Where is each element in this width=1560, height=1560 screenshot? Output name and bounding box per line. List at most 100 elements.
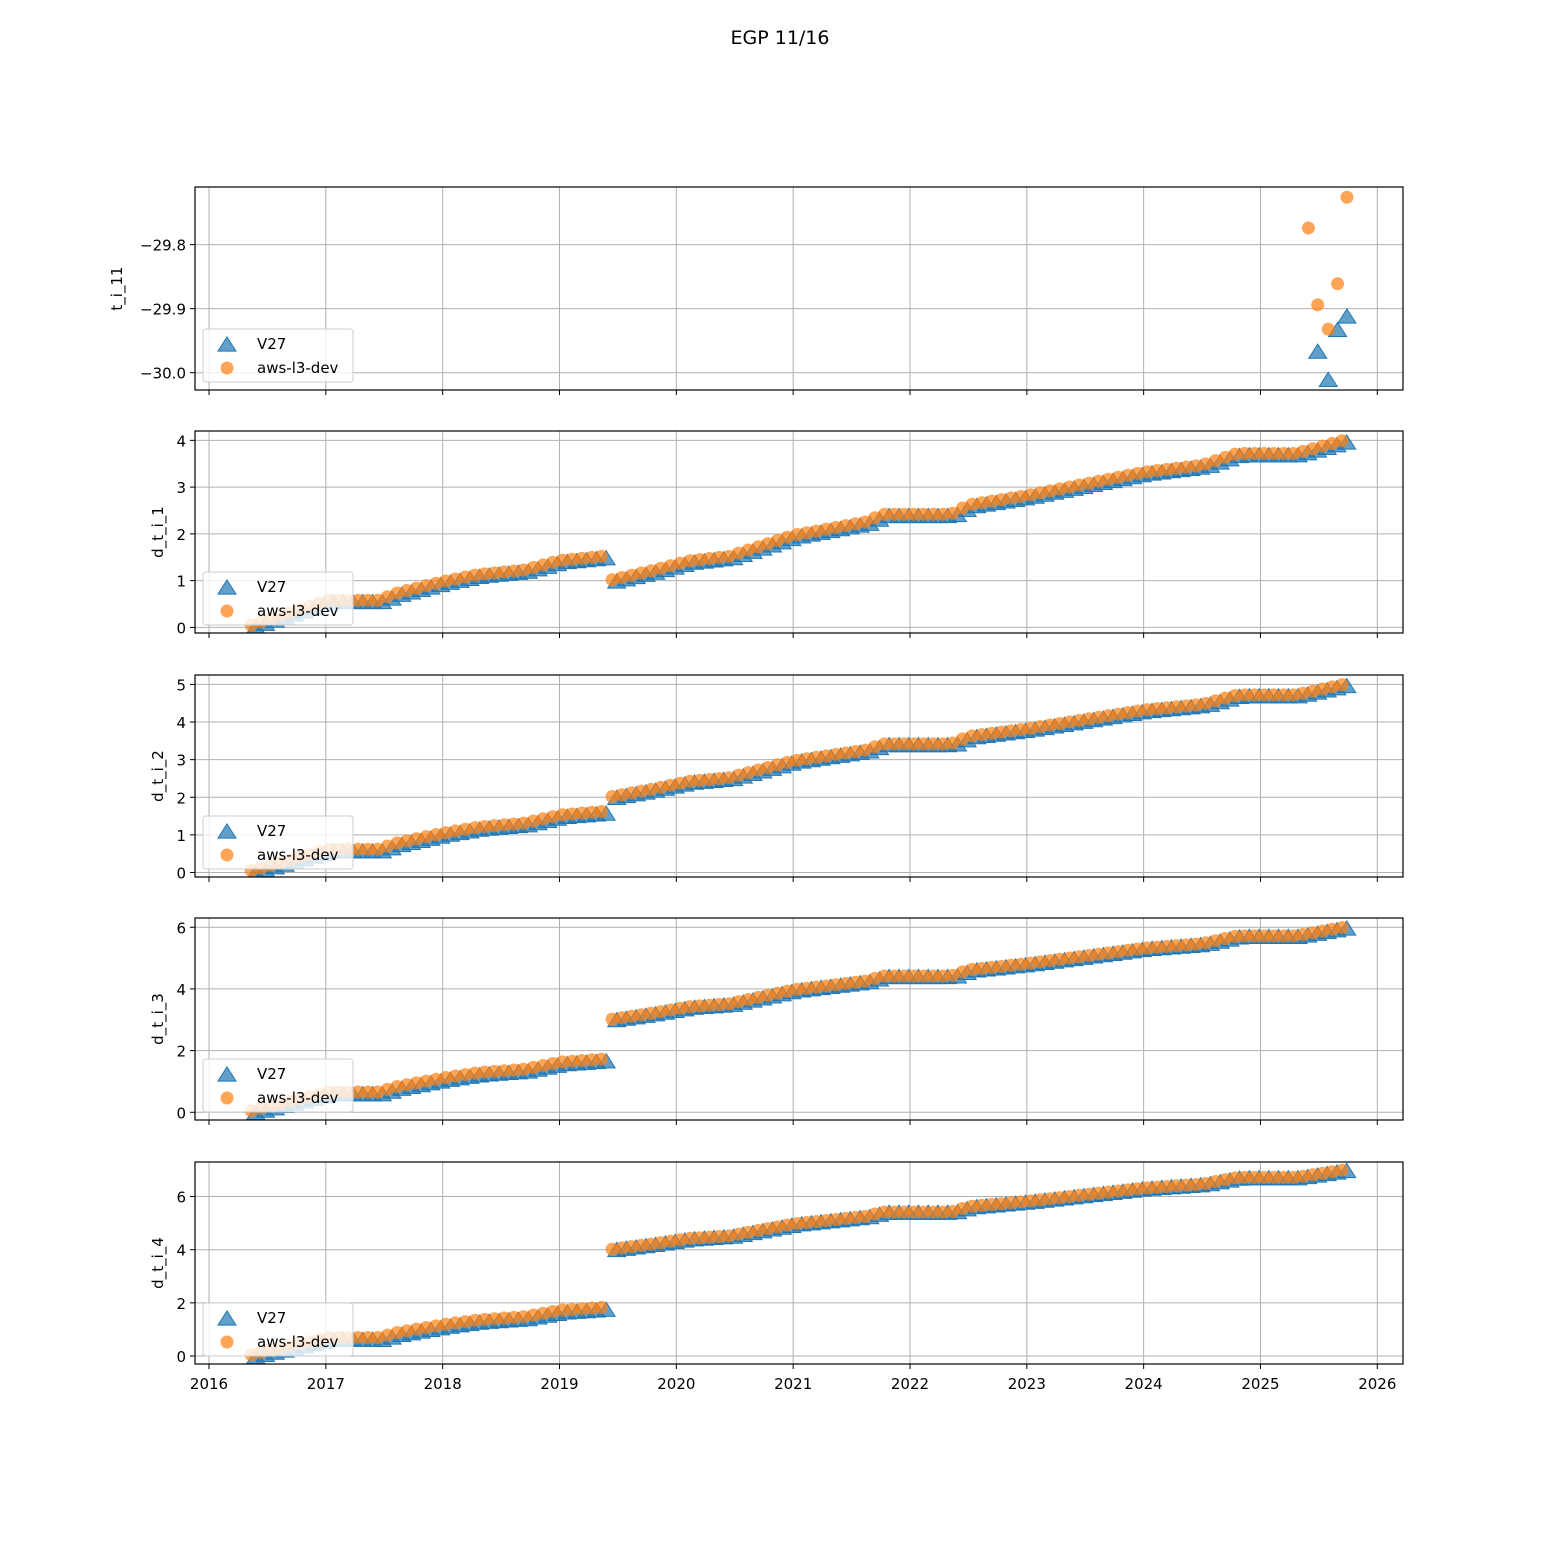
aws-l3-dev-marker — [1014, 489, 1028, 503]
aws-l3-dev-marker — [351, 1331, 365, 1345]
aws-l3-dev-marker — [917, 737, 931, 751]
aws-l3-dev-marker — [1325, 1165, 1339, 1179]
aws-l3-dev-marker — [965, 1199, 979, 1213]
aws-l3-dev-marker — [1218, 932, 1232, 946]
aws-l3-dev-marker — [458, 1315, 472, 1329]
aws-l3-dev-marker — [858, 1209, 872, 1223]
aws-l3-dev-marker — [546, 1057, 560, 1071]
aws-l3-dev-marker — [380, 839, 394, 853]
aws-l3-dev-marker — [1014, 957, 1028, 971]
aws-l3-dev-marker — [439, 1071, 453, 1085]
aws-l3-dev-marker — [663, 778, 677, 792]
aws-l3-dev-marker — [575, 1302, 589, 1316]
aws-l3-dev-marker — [790, 753, 804, 767]
aws-l3-dev-marker — [771, 1220, 785, 1234]
aws-l3-dev-marker — [693, 553, 707, 567]
y-axis-label: d_t_i_1 — [149, 506, 168, 558]
aws-l3-dev-marker — [585, 1301, 599, 1315]
aws-l3-dev-marker — [790, 1217, 804, 1231]
aws-l3-dev-marker — [546, 555, 560, 569]
aws-l3-dev-marker — [644, 1006, 658, 1020]
aws-l3-dev-marker — [751, 990, 765, 1004]
aws-l3-dev-marker — [605, 790, 619, 804]
aws-l3-dev-marker — [985, 960, 999, 974]
y-tick-label: 6 — [176, 1189, 186, 1207]
aws-l3-dev-marker — [565, 807, 579, 821]
aws-l3-dev-marker — [1024, 1194, 1038, 1208]
aws-l3-dev-marker — [800, 981, 814, 995]
aws-l3-dev-marker — [722, 1229, 736, 1243]
aws-l3-dev-marker — [1169, 700, 1183, 714]
aws-l3-dev-marker — [1004, 1196, 1018, 1210]
plot-area — [244, 434, 1357, 633]
aws-l3-dev-marker — [1335, 678, 1349, 692]
aws-l3-dev-marker — [1228, 447, 1242, 461]
aws-l3-dev-marker — [800, 752, 814, 766]
aws-l3-dev-marker — [1267, 929, 1281, 943]
aws-l3-dev-marker — [644, 1237, 658, 1251]
aws-l3-dev-marker — [809, 750, 823, 764]
aws-l3-dev-marker — [1335, 1163, 1349, 1177]
aws-l3-dev-marker — [1121, 706, 1135, 720]
aws-l3-dev-marker — [985, 726, 999, 740]
y-tick-label: −29.9 — [140, 301, 186, 319]
aws-l3-dev-marker — [926, 969, 940, 983]
aws-l3-dev-marker — [887, 1205, 901, 1219]
aws-l3-dev-marker — [829, 1212, 843, 1226]
aws-l3-dev-marker — [1257, 446, 1271, 460]
aws-l3-dev-marker — [361, 842, 375, 856]
aws-l3-dev-marker — [1150, 1180, 1164, 1194]
aws-l3-dev-marker — [1092, 710, 1106, 724]
aws-l3-dev-marker — [497, 565, 511, 579]
legend: V27 aws-l3-dev — [202, 1302, 354, 1357]
aws-l3-dev-marker — [1238, 688, 1252, 702]
aws-l3-dev-marker — [351, 593, 365, 607]
aws-l3-dev-marker — [1111, 1184, 1125, 1198]
aws-l3-dev-marker — [1043, 484, 1057, 498]
v27-marker — [1318, 371, 1339, 387]
aws-l3-dev-marker — [868, 1207, 882, 1221]
aws-l3-dev-marker — [644, 782, 658, 796]
aws-l3-dev-marker — [400, 1324, 414, 1338]
aws-l3-dev-marker — [507, 1063, 521, 1077]
aws-l3-dev-marker — [1101, 472, 1115, 486]
aws-l3-dev-marker — [1306, 684, 1320, 698]
aws-l3-dev-marker — [751, 1223, 765, 1237]
aws-l3-dev-marker — [955, 1201, 969, 1215]
aws-l3-dev-marker — [1004, 724, 1018, 738]
aws-l3-dev-marker — [780, 1218, 794, 1232]
aws-l3-dev-marker — [410, 1076, 424, 1090]
aws-l3-dev-marker — [1131, 942, 1145, 956]
y-tick-label: 1 — [176, 827, 186, 845]
aws-l3-dev-marker — [975, 1198, 989, 1212]
aws-l3-dev-marker — [1121, 943, 1135, 957]
aws-l3-dev-marker — [1140, 703, 1154, 717]
aws-l3-dev-marker — [439, 574, 453, 588]
aws-l3-dev-marker — [1335, 921, 1349, 935]
aws-l3-dev-marker — [1160, 462, 1174, 476]
legend-aws-marker — [220, 1335, 234, 1349]
aws-l3-dev-marker — [458, 1068, 472, 1082]
aws-l3-dev-marker — [1053, 482, 1067, 496]
aws-l3-dev-marker — [897, 507, 911, 521]
aws-l3-dev-marker — [1286, 446, 1300, 460]
y-tick-label: −30.0 — [140, 365, 186, 383]
aws-l3-dev-marker — [1228, 689, 1242, 703]
aws-l3-dev-marker — [1131, 466, 1145, 480]
aws-l3-dev-marker — [526, 1308, 540, 1322]
aws-l3-dev-marker — [780, 984, 794, 998]
aws-l3-dev-marker — [625, 786, 639, 800]
aws-l3-dev-marker — [517, 563, 531, 577]
y-tick-label: 2 — [176, 1043, 186, 1061]
aws-l3-dev-marker — [1325, 680, 1339, 694]
aws-l3-dev-marker — [985, 494, 999, 508]
aws-l3-dev-marker — [1257, 688, 1271, 702]
aws-l3-dev-marker — [975, 728, 989, 742]
legend-aws-marker — [220, 1091, 234, 1105]
aws-l3-dev-marker — [517, 1062, 531, 1076]
aws-l3-dev-marker — [1267, 1170, 1281, 1184]
aws-l3-dev-marker — [1189, 1177, 1203, 1191]
aws-l3-dev-marker — [487, 819, 501, 833]
legend-box — [202, 815, 354, 870]
aws-l3-dev-marker — [585, 1053, 599, 1067]
